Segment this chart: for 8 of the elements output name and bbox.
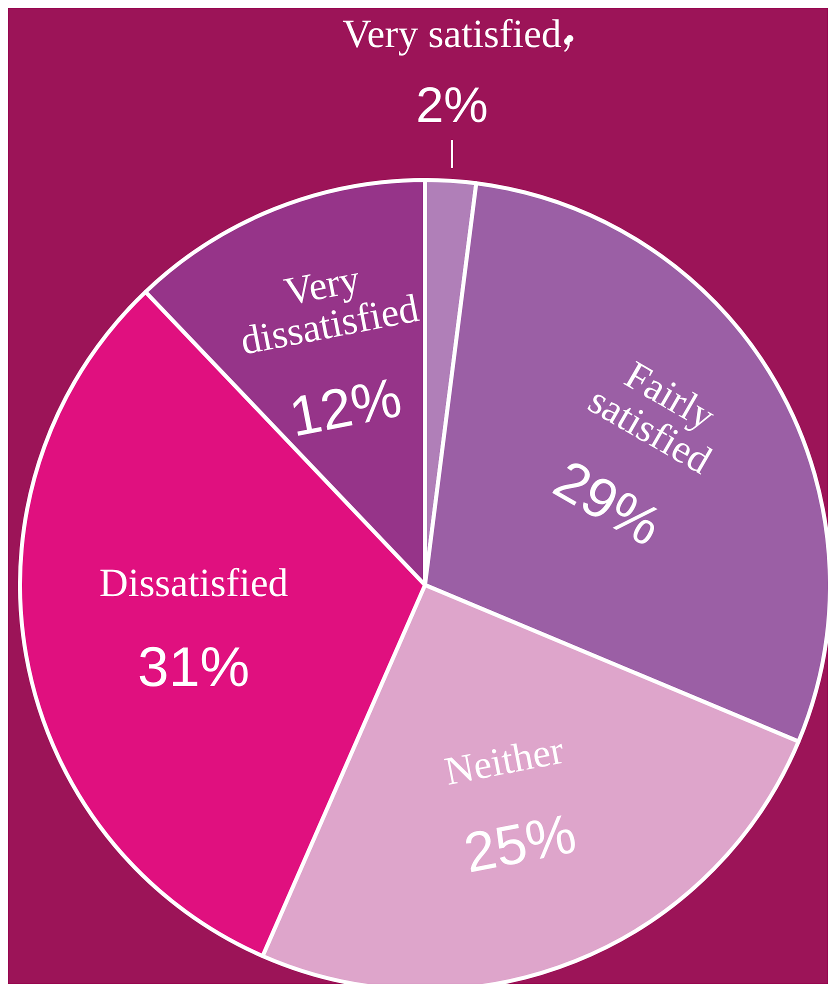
slice-label: Dissatisfied	[99, 560, 288, 605]
data-label: 31%	[138, 634, 250, 698]
slice-label: Very satisfied	[342, 11, 562, 56]
slice-label: Neither	[440, 726, 568, 794]
slice-label: Very dissatisfied	[236, 256, 422, 364]
data-label: 25%	[458, 801, 581, 884]
data-label: 12%	[284, 365, 406, 448]
data-label: 2%	[416, 77, 488, 133]
